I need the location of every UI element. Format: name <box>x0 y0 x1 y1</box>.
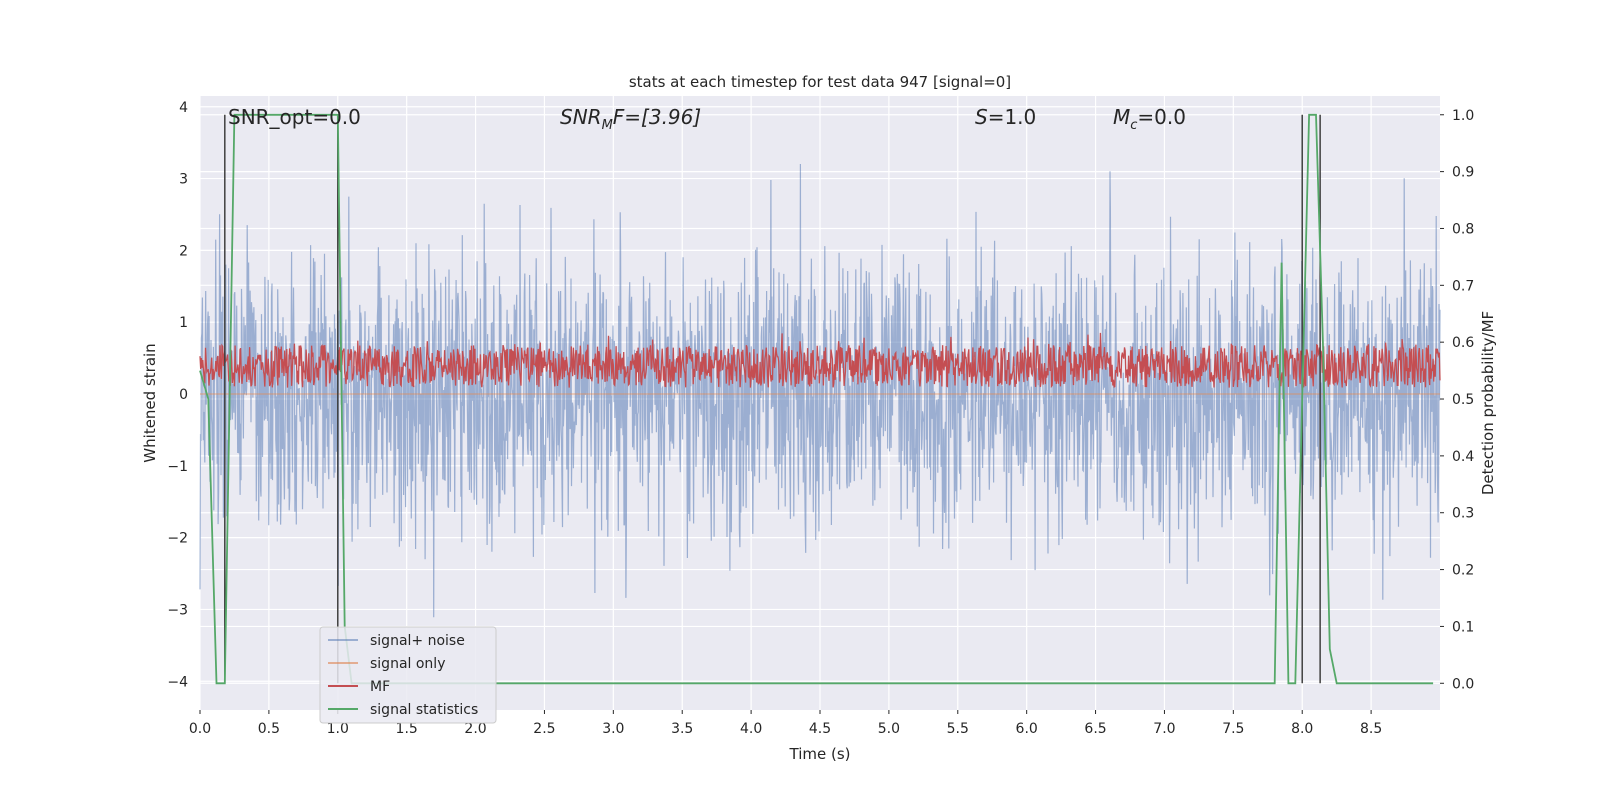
annotation-mc: Mc=0.0 <box>1113 105 1186 133</box>
y-tick-label-right: 0.9 <box>1452 165 1474 181</box>
annotation-snr-mf-base: SNR <box>560 105 602 129</box>
annotation-s-label: S <box>975 105 988 129</box>
x-tick-label: 5.5 <box>947 721 969 737</box>
x-axis-label: Time (s) <box>789 745 851 763</box>
y-tick-label-right: 1.0 <box>1452 108 1474 124</box>
annotation-mc-sub: c <box>1130 118 1137 133</box>
x-tick-label: 3.5 <box>671 721 693 737</box>
x-tick-label: 1.0 <box>327 721 349 737</box>
annotation-mc-label: M <box>1113 105 1130 129</box>
legend-label-mf: MF <box>370 679 390 695</box>
legend-label-signal-noise: signal+ noise <box>370 633 465 649</box>
x-tick-label: 8.5 <box>1360 721 1382 737</box>
x-tick-label: 0.0 <box>189 721 211 737</box>
annotation-mc-value: =0.0 <box>1137 105 1186 129</box>
y-tick-label-right: 0.3 <box>1452 506 1474 522</box>
annotation-snr-opt: SNR_opt=0.0 <box>228 105 361 129</box>
y-tick-label-right: 0.8 <box>1452 221 1474 237</box>
x-tick-label: 0.5 <box>258 721 280 737</box>
legend: signal+ noise signal only MF signal stat… <box>319 626 497 724</box>
y-tick-label: 3 <box>179 172 188 188</box>
mf-line <box>199 332 1441 388</box>
legend-label-signal-only: signal only <box>370 656 445 672</box>
y-tick-label-right: 0.7 <box>1452 278 1474 294</box>
x-tick-label: 2.0 <box>464 721 486 737</box>
y-tick-label-right: 0.4 <box>1452 449 1474 465</box>
y-tick-label: 0 <box>179 387 188 403</box>
y-axis-label: Whitened strain <box>141 343 159 462</box>
x-tick-label: 3.0 <box>602 721 624 737</box>
y-tick-label: 1 <box>179 315 188 331</box>
annotation-snr-mf-rest: F=[3.96] <box>613 105 701 129</box>
signal-noise-line <box>199 163 1441 618</box>
x-tick-label: 2.5 <box>533 721 555 737</box>
x-tick-label: 4.0 <box>740 721 762 737</box>
x-tick-label: 7.0 <box>1153 721 1175 737</box>
mf-series <box>199 332 1441 388</box>
legend-label-signal-statistics: signal statistics <box>370 702 478 718</box>
x-tick-label: 8.0 <box>1291 721 1313 737</box>
y-tick-label-right: 0.2 <box>1452 563 1474 579</box>
y-tick-label-right: 0.1 <box>1452 619 1474 635</box>
signal-statistics-line <box>199 113 1434 685</box>
signal-statistics-series <box>199 113 1434 685</box>
annotation-snr-mf-sub: M <box>602 118 613 133</box>
y-tick-label-right: 0.0 <box>1452 676 1474 692</box>
y-tick-label: −2 <box>167 531 188 547</box>
tick-labels: 0.0 0.5 1.0 1.5 2.0 2.5 3.0 3.5 4.0 4.5 5.0 5.5 6.0 6… <box>167 100 1474 737</box>
annotation-s-value: =1.0 <box>988 105 1037 129</box>
y-tick-label: −1 <box>167 459 188 475</box>
y-tick-label: 2 <box>179 243 188 259</box>
y-tick-label-right: 0.5 <box>1452 392 1474 408</box>
x-tick-label: 5.0 <box>878 721 900 737</box>
x-tick-label: 4.5 <box>809 721 831 737</box>
annotation-s: S=1.0 <box>975 105 1036 129</box>
x-tick-label: 6.5 <box>1084 721 1106 737</box>
chart-title: stats at each timestep for test data 947… <box>629 73 1011 91</box>
y-axis-label-right: Detection probability/MF <box>1479 311 1497 495</box>
y-tick-label-right: 0.6 <box>1452 335 1474 351</box>
annotation-snr-mf: SNRMF=[3.96] <box>560 105 701 133</box>
x-tick-label: 6.0 <box>1016 721 1038 737</box>
legend-box <box>319 626 497 724</box>
y-tick-label: −4 <box>167 674 188 690</box>
signal-noise-series <box>199 163 1441 618</box>
x-tick-label: 7.5 <box>1222 721 1244 737</box>
x-tick-label: 1.5 <box>396 721 418 737</box>
y-tick-label: 4 <box>179 100 188 116</box>
y-tick-label: −3 <box>167 602 188 618</box>
